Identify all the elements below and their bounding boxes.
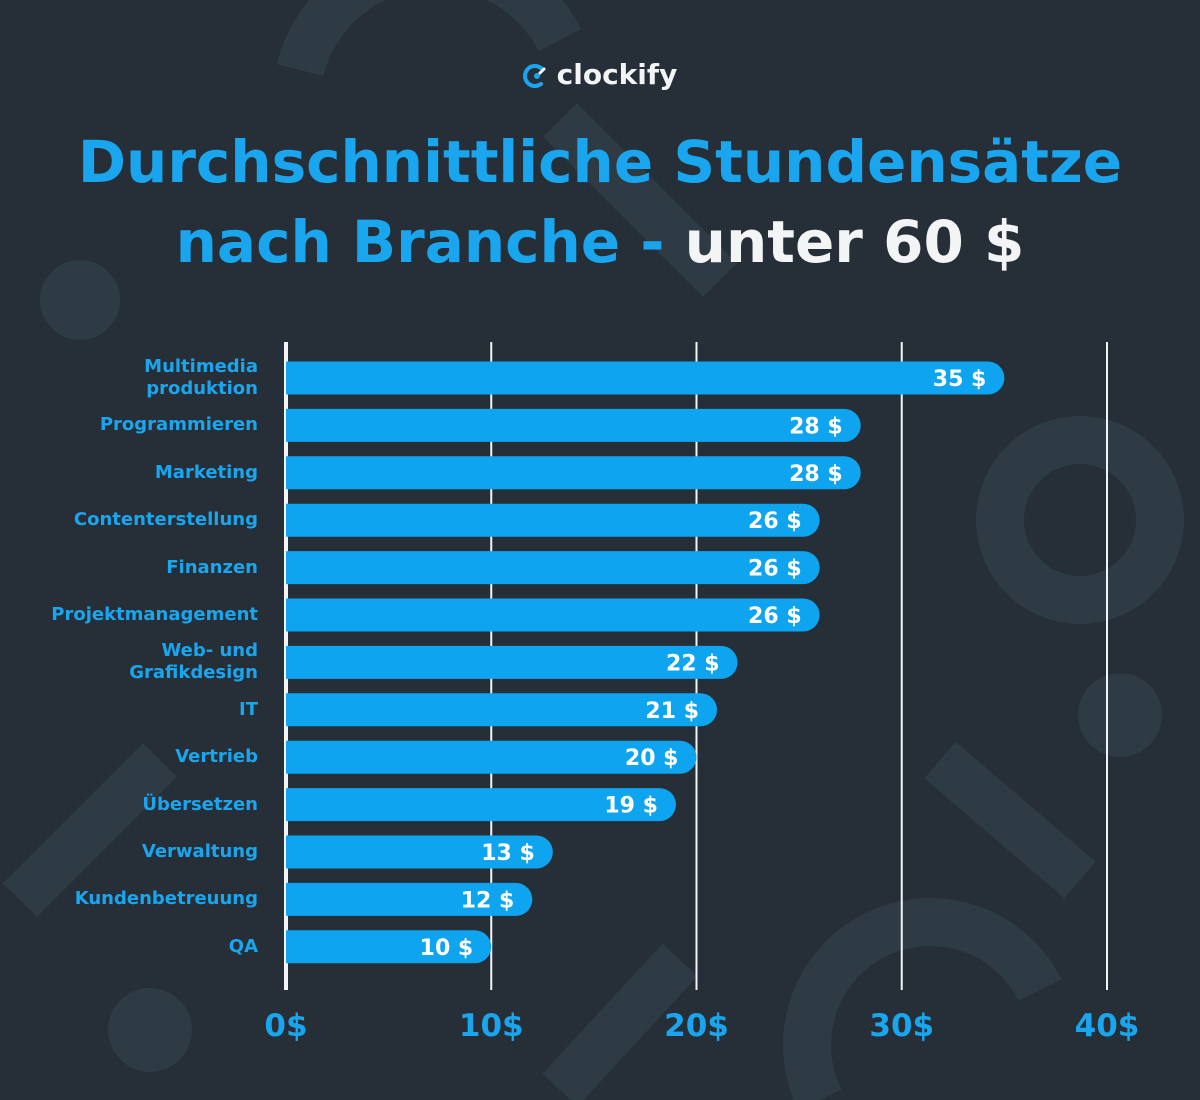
background-dots bbox=[40, 260, 1162, 1072]
value-label: 28 $ bbox=[789, 462, 843, 487]
value-label: 26 $ bbox=[748, 509, 802, 534]
chart-title: Durchschnittliche Stundensätze nach Bran… bbox=[0, 122, 1200, 282]
bar bbox=[286, 503, 820, 537]
x-tick-label: 0$ bbox=[264, 1008, 307, 1044]
category-label: Verwaltung bbox=[141, 841, 258, 862]
title-main: Durchschnittliche Stundensätze nach Bran… bbox=[77, 128, 1123, 276]
value-label: 26 $ bbox=[748, 557, 802, 582]
bar bbox=[286, 788, 676, 822]
background-decoration bbox=[3, 0, 1184, 1100]
value-label: 26 $ bbox=[748, 604, 802, 629]
title-emphasis: unter 60 $ bbox=[684, 208, 1025, 276]
value-label: 10 $ bbox=[420, 936, 474, 961]
x-tick-label: 30$ bbox=[869, 1008, 934, 1044]
value-label: 28 $ bbox=[789, 414, 843, 439]
category-label: Web- und Grafikdesign bbox=[129, 640, 258, 684]
category-label: Übersetzen bbox=[142, 793, 258, 815]
value-label: 35 $ bbox=[933, 367, 987, 392]
value-label: 20 $ bbox=[625, 746, 679, 771]
bar bbox=[286, 835, 553, 869]
bar bbox=[286, 598, 820, 632]
value-label: 12 $ bbox=[461, 888, 515, 913]
bar bbox=[286, 361, 1005, 395]
brand: clockify bbox=[0, 58, 1200, 91]
bar bbox=[286, 930, 492, 964]
bar bbox=[286, 551, 820, 585]
value-label: 22 $ bbox=[666, 651, 720, 676]
brand-name: clockify bbox=[556, 58, 678, 91]
category-label: Vertrieb bbox=[175, 746, 258, 768]
category-label: Contenterstellung bbox=[73, 509, 258, 531]
logo-icon bbox=[522, 64, 546, 88]
category-label: QA bbox=[228, 935, 258, 957]
category-label: Finanzen bbox=[166, 556, 258, 578]
category-label: Kundenbetreuung bbox=[74, 888, 258, 910]
bar bbox=[286, 882, 533, 916]
x-tick-label: 40$ bbox=[1075, 1008, 1140, 1044]
bar bbox=[286, 456, 861, 490]
value-label: 13 $ bbox=[481, 841, 535, 866]
category-label: Programmieren bbox=[99, 414, 258, 436]
category-label: Multimedia produktion bbox=[144, 356, 258, 399]
bar bbox=[286, 645, 738, 679]
category-label: IT bbox=[239, 698, 258, 720]
x-tick-label: 20$ bbox=[664, 1008, 729, 1044]
category-label: Projektmanagement bbox=[51, 604, 258, 625]
category-label: Marketing bbox=[154, 461, 258, 483]
bar bbox=[286, 693, 718, 727]
x-tick-label: 10$ bbox=[459, 1008, 524, 1044]
bar bbox=[286, 408, 861, 442]
bar bbox=[286, 740, 697, 774]
value-label: 19 $ bbox=[604, 794, 658, 819]
value-label: 21 $ bbox=[645, 699, 699, 724]
